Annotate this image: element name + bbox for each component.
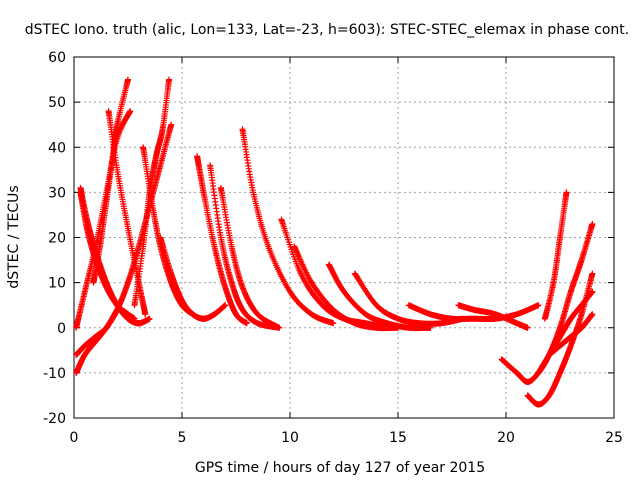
data-point <box>127 108 134 115</box>
data-point <box>330 320 337 327</box>
series-group <box>105 108 149 318</box>
x-tick-label: 15 <box>389 430 407 446</box>
data-point <box>589 288 596 295</box>
chart-title: dSTEC Iono. truth (alic, Lon=133, Lat=-2… <box>25 22 629 38</box>
data-point <box>222 302 229 309</box>
series-group <box>455 302 531 331</box>
x-axis-label: GPS time / hours of day 127 of year 2015 <box>195 460 485 476</box>
y-tick-label: 40 <box>48 140 66 156</box>
data-point <box>563 189 570 196</box>
data-point <box>166 76 173 83</box>
y-tick-label: 10 <box>48 276 66 292</box>
x-tick-label: 20 <box>497 430 515 446</box>
axis-ticks: 0 5 10 15 20 25 -20 -10 0 10 20 30 40 50 60 <box>43 50 623 446</box>
series-group <box>239 126 337 327</box>
series-group <box>217 184 283 331</box>
y-tick-label: 20 <box>48 231 66 247</box>
y-axis-label: dSTEC / TECUs <box>6 185 22 288</box>
data-point <box>168 121 175 128</box>
data-point <box>146 315 153 322</box>
data-point <box>142 311 149 318</box>
data-point <box>589 270 596 277</box>
data-point <box>243 320 250 327</box>
x-tick-label: 0 <box>70 430 79 446</box>
y-tick-label: -10 <box>43 366 66 382</box>
series-group <box>291 243 401 332</box>
data-point <box>125 76 131 83</box>
data-point <box>131 315 138 322</box>
series-group <box>90 76 131 286</box>
data-point <box>524 324 531 331</box>
series-group <box>194 153 250 327</box>
series-group <box>157 234 229 322</box>
data-series <box>73 76 596 408</box>
y-tick-label: -20 <box>43 411 66 427</box>
data-point <box>294 250 301 257</box>
series-group <box>325 261 434 332</box>
data-point <box>589 311 596 318</box>
x-tick-label: 5 <box>178 430 187 446</box>
y-tick-label: 60 <box>48 50 66 66</box>
x-tick-label: 10 <box>281 430 299 446</box>
data-point <box>276 324 283 331</box>
data-point <box>535 302 542 309</box>
series-group <box>541 189 570 322</box>
y-tick-label: 50 <box>48 95 66 111</box>
series-group <box>73 121 175 376</box>
y-tick-label: 0 <box>57 321 66 337</box>
data-point <box>589 220 596 227</box>
series-group <box>546 311 596 358</box>
y-tick-label: 30 <box>48 185 66 201</box>
x-tick-label: 25 <box>605 430 623 446</box>
